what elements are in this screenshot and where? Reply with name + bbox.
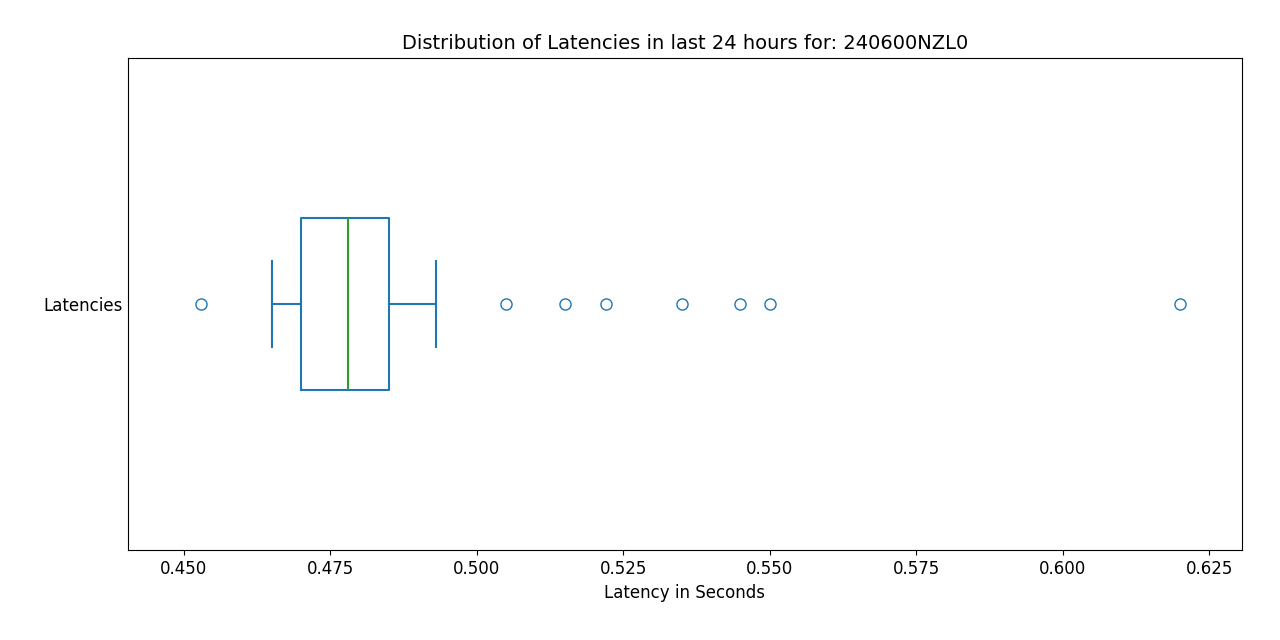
X-axis label: Latency in Seconds: Latency in Seconds [604,584,765,602]
Title: Distribution of Latencies in last 24 hours for: 240600NZL0: Distribution of Latencies in last 24 hou… [402,35,968,53]
